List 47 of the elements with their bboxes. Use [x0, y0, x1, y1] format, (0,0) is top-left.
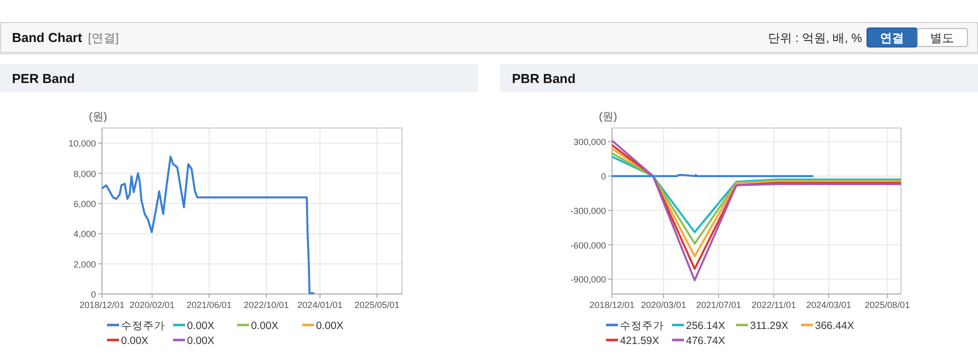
- legend-label: 0.00X: [121, 335, 148, 347]
- x-tick-label: 2024/01/01: [297, 300, 342, 310]
- y-tick-label: 8,000: [73, 168, 96, 179]
- chart-title: PBR Band: [512, 71, 576, 86]
- line-series: [612, 156, 901, 234]
- legend-label: 수정주가: [620, 320, 664, 332]
- legend-label: 0.00X: [187, 320, 214, 332]
- y-tick-label: 2,000: [73, 259, 96, 270]
- text: 별도: [930, 31, 954, 45]
- y-tick-label: -900,000: [570, 274, 606, 285]
- y-tick-label: -600,000: [570, 240, 606, 250]
- text: 단위 : 억원, 배, %: [768, 31, 862, 45]
- x-tick-label: 2020/02/01: [130, 300, 175, 310]
- x-tick-label: 2020/03/01: [641, 300, 686, 310]
- legend-label: 421.59X: [620, 335, 660, 347]
- x-tick-label: 2018/12/01: [589, 300, 635, 310]
- x-tick-label: 2025/05/01: [354, 300, 400, 310]
- legend-label: 수정주가: [121, 320, 165, 332]
- legend-label: 256.14X: [686, 320, 726, 332]
- y-axis-title: (원): [88, 111, 108, 123]
- text: 연결: [880, 31, 904, 45]
- x-tick-label: 2025/08/01: [864, 300, 910, 310]
- legend-label: 311.29X: [750, 320, 788, 332]
- line-series: [612, 152, 901, 245]
- text: Band Chart: [12, 30, 83, 45]
- text: [연결]: [88, 31, 119, 45]
- line-series: [102, 156, 314, 294]
- y-tick-label: 300,000: [573, 137, 606, 148]
- y-axis-title: (원): [598, 111, 618, 123]
- legend-label: 0.00X: [316, 320, 344, 332]
- legend-label: 0.00X: [187, 335, 214, 347]
- legend-label: 476.74X: [686, 335, 726, 347]
- x-tick-label: 2022/11/01: [752, 300, 796, 310]
- y-tick-label: 4,000: [73, 229, 96, 240]
- x-tick-label: 2022/10/01: [244, 300, 289, 310]
- legend-label: 366.44X: [815, 320, 854, 332]
- y-tick-label: 6,000: [73, 198, 96, 209]
- x-tick-label: 2021/06/01: [186, 300, 232, 310]
- y-tick-label: 10,000: [68, 138, 96, 149]
- x-tick-label: 2021/07/01: [696, 300, 742, 310]
- y-tick-label: -300,000: [570, 206, 606, 216]
- x-tick-label: 2018/12/01: [79, 300, 125, 310]
- x-tick-label: 2024/03/01: [806, 300, 852, 310]
- y-tick-label: 0: [90, 290, 96, 300]
- legend-label: 0.00X: [251, 320, 278, 332]
- chart-title: PER Band: [12, 71, 75, 86]
- y-tick-label: 0: [600, 172, 606, 182]
